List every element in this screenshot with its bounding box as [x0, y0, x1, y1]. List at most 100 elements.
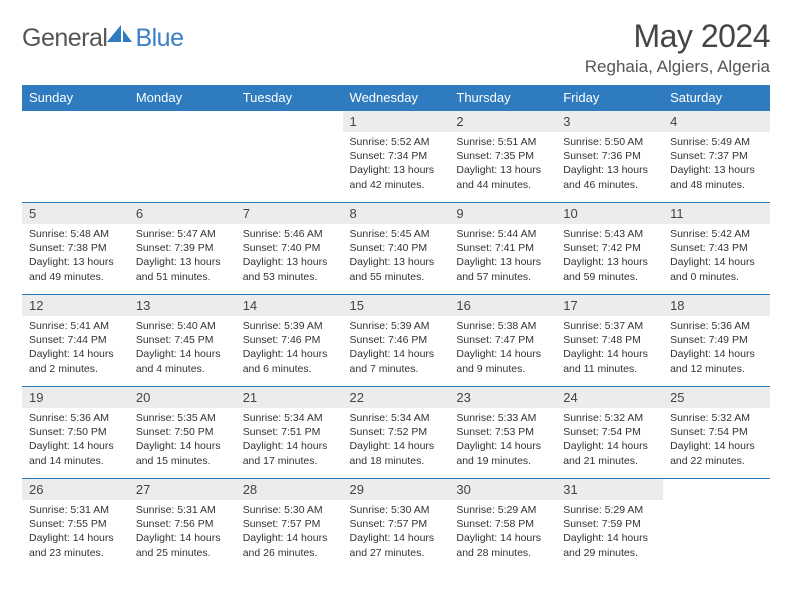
day-detail-line: Daylight: 14 hours	[29, 531, 122, 545]
day-detail-line: and 57 minutes.	[456, 270, 549, 284]
day-detail-line: Sunset: 7:39 PM	[136, 241, 229, 255]
day-details: Sunrise: 5:33 AMSunset: 7:53 PMDaylight:…	[449, 408, 556, 472]
day-detail-line: and 12 minutes.	[670, 362, 763, 376]
weekday-header: Wednesday	[343, 85, 450, 111]
day-detail-line: and 18 minutes.	[350, 454, 443, 468]
day-detail-line: Sunset: 7:52 PM	[350, 425, 443, 439]
day-detail-line: Sunset: 7:40 PM	[243, 241, 336, 255]
day-details	[129, 117, 236, 124]
day-number: 26	[22, 479, 129, 500]
day-detail-line: and 25 minutes.	[136, 546, 229, 560]
day-detail-line: Sunrise: 5:39 AM	[243, 319, 336, 333]
day-detail-line: Daylight: 14 hours	[456, 531, 549, 545]
day-detail-line: and 42 minutes.	[350, 178, 443, 192]
day-detail-line: and 44 minutes.	[456, 178, 549, 192]
calendar-day-cell: 4Sunrise: 5:49 AMSunset: 7:37 PMDaylight…	[663, 111, 770, 203]
day-number: 21	[236, 387, 343, 408]
day-number: 6	[129, 203, 236, 224]
calendar-day-cell: 7Sunrise: 5:46 AMSunset: 7:40 PMDaylight…	[236, 203, 343, 295]
day-detail-line: Daylight: 14 hours	[670, 347, 763, 361]
calendar-day-cell: 24Sunrise: 5:32 AMSunset: 7:54 PMDayligh…	[556, 387, 663, 479]
day-details: Sunrise: 5:31 AMSunset: 7:56 PMDaylight:…	[129, 500, 236, 564]
day-details	[22, 117, 129, 124]
day-detail-line: Sunset: 7:57 PM	[243, 517, 336, 531]
weekday-header: Monday	[129, 85, 236, 111]
day-details: Sunrise: 5:49 AMSunset: 7:37 PMDaylight:…	[663, 132, 770, 196]
day-details: Sunrise: 5:45 AMSunset: 7:40 PMDaylight:…	[343, 224, 450, 288]
day-detail-line: Sunset: 7:50 PM	[136, 425, 229, 439]
day-number: 10	[556, 203, 663, 224]
day-detail-line: and 26 minutes.	[243, 546, 336, 560]
calendar-body: 1Sunrise: 5:52 AMSunset: 7:34 PMDaylight…	[22, 111, 770, 571]
day-detail-line: and 29 minutes.	[563, 546, 656, 560]
calendar-day-cell	[129, 111, 236, 203]
day-detail-line: Sunset: 7:42 PM	[563, 241, 656, 255]
day-detail-line: and 53 minutes.	[243, 270, 336, 284]
calendar-table: Sunday Monday Tuesday Wednesday Thursday…	[22, 85, 770, 571]
day-detail-line: Sunset: 7:34 PM	[350, 149, 443, 163]
day-detail-line: Sunrise: 5:30 AM	[243, 503, 336, 517]
day-detail-line: and 27 minutes.	[350, 546, 443, 560]
day-detail-line: Daylight: 14 hours	[136, 531, 229, 545]
day-details	[663, 485, 770, 492]
day-details: Sunrise: 5:29 AMSunset: 7:58 PMDaylight:…	[449, 500, 556, 564]
day-details: Sunrise: 5:44 AMSunset: 7:41 PMDaylight:…	[449, 224, 556, 288]
day-details: Sunrise: 5:52 AMSunset: 7:34 PMDaylight:…	[343, 132, 450, 196]
day-details: Sunrise: 5:30 AMSunset: 7:57 PMDaylight:…	[343, 500, 450, 564]
calendar-day-cell: 2Sunrise: 5:51 AMSunset: 7:35 PMDaylight…	[449, 111, 556, 203]
day-detail-line: Sunrise: 5:45 AM	[350, 227, 443, 241]
day-detail-line: and 49 minutes.	[29, 270, 122, 284]
day-detail-line: Sunset: 7:45 PM	[136, 333, 229, 347]
calendar-week-row: 19Sunrise: 5:36 AMSunset: 7:50 PMDayligh…	[22, 387, 770, 479]
day-detail-line: Sunset: 7:41 PM	[456, 241, 549, 255]
day-detail-line: Sunset: 7:54 PM	[563, 425, 656, 439]
day-detail-line: Sunrise: 5:36 AM	[670, 319, 763, 333]
day-detail-line: Daylight: 14 hours	[243, 347, 336, 361]
day-detail-line: Sunrise: 5:50 AM	[563, 135, 656, 149]
day-details: Sunrise: 5:50 AMSunset: 7:36 PMDaylight:…	[556, 132, 663, 196]
day-number: 30	[449, 479, 556, 500]
day-detail-line: Sunrise: 5:38 AM	[456, 319, 549, 333]
day-details: Sunrise: 5:39 AMSunset: 7:46 PMDaylight:…	[343, 316, 450, 380]
day-detail-line: Daylight: 14 hours	[456, 347, 549, 361]
calendar-week-row: 26Sunrise: 5:31 AMSunset: 7:55 PMDayligh…	[22, 479, 770, 571]
day-detail-line: and 19 minutes.	[456, 454, 549, 468]
day-detail-line: Sunrise: 5:43 AM	[563, 227, 656, 241]
calendar-day-cell: 5Sunrise: 5:48 AMSunset: 7:38 PMDaylight…	[22, 203, 129, 295]
day-detail-line: and 55 minutes.	[350, 270, 443, 284]
day-detail-line: and 17 minutes.	[243, 454, 336, 468]
calendar-day-cell: 21Sunrise: 5:34 AMSunset: 7:51 PMDayligh…	[236, 387, 343, 479]
weekday-header: Sunday	[22, 85, 129, 111]
day-detail-line: and 2 minutes.	[29, 362, 122, 376]
day-details: Sunrise: 5:34 AMSunset: 7:51 PMDaylight:…	[236, 408, 343, 472]
calendar-day-cell: 31Sunrise: 5:29 AMSunset: 7:59 PMDayligh…	[556, 479, 663, 571]
day-detail-line: Sunset: 7:55 PM	[29, 517, 122, 531]
day-details: Sunrise: 5:43 AMSunset: 7:42 PMDaylight:…	[556, 224, 663, 288]
calendar-day-cell	[236, 111, 343, 203]
day-details: Sunrise: 5:36 AMSunset: 7:49 PMDaylight:…	[663, 316, 770, 380]
calendar-day-cell: 29Sunrise: 5:30 AMSunset: 7:57 PMDayligh…	[343, 479, 450, 571]
logo-text-part1: General	[22, 24, 107, 53]
day-number: 25	[663, 387, 770, 408]
day-details: Sunrise: 5:48 AMSunset: 7:38 PMDaylight:…	[22, 224, 129, 288]
day-detail-line: Sunset: 7:53 PM	[456, 425, 549, 439]
day-number: 5	[22, 203, 129, 224]
day-detail-line: Sunset: 7:48 PM	[563, 333, 656, 347]
day-number: 1	[343, 111, 450, 132]
day-detail-line: and 14 minutes.	[29, 454, 122, 468]
weekday-header: Saturday	[663, 85, 770, 111]
calendar-day-cell: 20Sunrise: 5:35 AMSunset: 7:50 PMDayligh…	[129, 387, 236, 479]
calendar-day-cell: 6Sunrise: 5:47 AMSunset: 7:39 PMDaylight…	[129, 203, 236, 295]
day-detail-line: and 6 minutes.	[243, 362, 336, 376]
day-detail-line: Daylight: 13 hours	[243, 255, 336, 269]
day-detail-line: Sunset: 7:38 PM	[29, 241, 122, 255]
day-details: Sunrise: 5:51 AMSunset: 7:35 PMDaylight:…	[449, 132, 556, 196]
title-block: May 2024 Reghaia, Algiers, Algeria	[585, 18, 770, 77]
day-detail-line: and 4 minutes.	[136, 362, 229, 376]
day-detail-line: Sunset: 7:54 PM	[670, 425, 763, 439]
day-detail-line: Sunset: 7:58 PM	[456, 517, 549, 531]
day-detail-line: Sunrise: 5:47 AM	[136, 227, 229, 241]
day-number: 12	[22, 295, 129, 316]
day-detail-line: Daylight: 14 hours	[136, 347, 229, 361]
day-details: Sunrise: 5:41 AMSunset: 7:44 PMDaylight:…	[22, 316, 129, 380]
